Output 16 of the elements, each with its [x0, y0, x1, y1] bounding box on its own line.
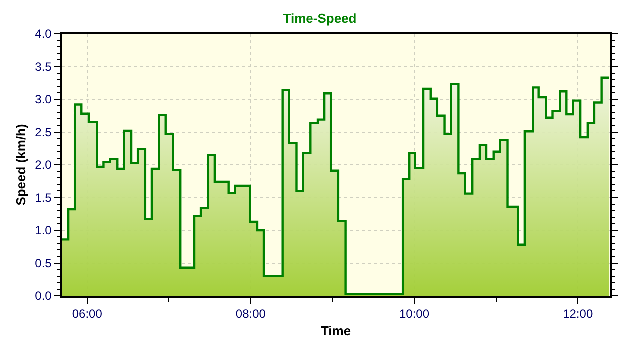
x-tick-label: 10:00 [400, 307, 430, 322]
y-axis-title: Speed (km/h) [14, 124, 29, 206]
y-tick-label: 4.0 [35, 27, 52, 42]
y-tick-label: 2.0 [35, 158, 52, 172]
y-tick-label: 1.0 [35, 224, 52, 238]
x-tick-label: 12:00 [563, 307, 594, 322]
x-tick-label: 06:00 [72, 307, 103, 322]
y-tick-label: 1.5 [35, 190, 52, 205]
x-tick-label: 08:00 [236, 307, 266, 322]
y-tick-label: 2.5 [35, 125, 52, 140]
y-tick-label: 3.5 [35, 60, 52, 74]
y-tick-label: 3.0 [35, 92, 52, 107]
y-tick-label: 0.5 [35, 256, 52, 270]
x-axis-title: Time [320, 323, 352, 338]
chart-title: Time-Speed [283, 11, 357, 26]
y-tick-label: 0.0 [35, 289, 52, 304]
